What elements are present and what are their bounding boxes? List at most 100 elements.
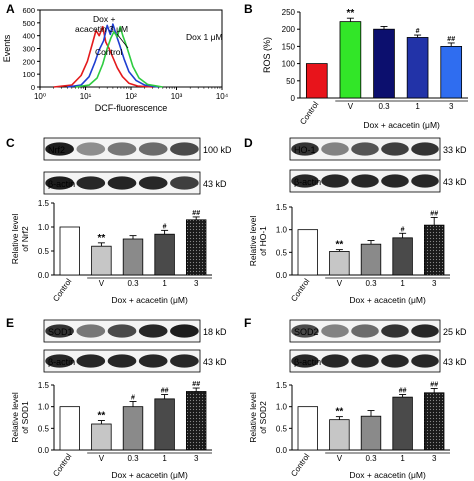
ylabel: Relative levelof SOD2: [248, 392, 268, 443]
bar: [305, 63, 328, 99]
panel-c-chart: 0.0 0.5 1.0 1.5 Control ** V 0.3 #1 ## 3 Dox + acac…: [10, 199, 212, 305]
xlabel: Dox + acacetin (μM): [111, 295, 188, 305]
blot-band: [76, 324, 106, 338]
ytick-label: 1.5: [38, 381, 50, 390]
blot-band: [138, 176, 168, 190]
ytick-label: 100: [282, 60, 296, 69]
significance-mark: **: [98, 411, 106, 422]
panel-a-annotation-dox1: Dox 1 μM: [186, 32, 223, 42]
blot-label: β-actin: [294, 177, 321, 187]
category-label: 0.3: [127, 279, 139, 288]
ylabel: Relative levelof HO-1: [248, 216, 268, 267]
blot-band: [411, 324, 439, 338]
category-label: 3: [432, 454, 437, 463]
bar: [297, 229, 318, 276]
bar: [91, 423, 112, 451]
significance-mark: ##: [161, 388, 169, 395]
bar: [297, 406, 318, 451]
blot-band: [291, 324, 319, 338]
bar: [154, 233, 175, 276]
blot-band: [107, 324, 137, 338]
blot-band: [107, 142, 137, 156]
blot-band: [381, 174, 409, 188]
blot-kd-label: 100 kD: [203, 145, 232, 155]
panel-a-letter: A: [6, 2, 15, 16]
bar: [329, 419, 350, 451]
panel-a-ylabel: Events: [2, 34, 12, 62]
panel-a-ytick-label: 400: [22, 32, 35, 41]
panel-a-ytick-label: 100: [22, 70, 35, 79]
panel-a-xtick-label: 10⁴: [216, 92, 229, 101]
blot-band: [170, 142, 199, 156]
category-label: 0.3: [365, 454, 377, 463]
panel-a-annotation-acacetin: acacetin 3 μM: [75, 24, 128, 34]
significance-mark: #: [401, 226, 405, 233]
ytick-label: 200: [282, 25, 296, 34]
blot-label: SOD1: [48, 327, 73, 337]
blot-kd-label: 43 kD: [203, 179, 227, 189]
panel-a-ytick-label: 600: [22, 6, 35, 15]
panel-a-xtick-label: 10²: [125, 92, 137, 101]
blot-band: [170, 176, 199, 190]
blot-band: [76, 354, 106, 368]
blot-band: [76, 176, 106, 190]
category-label: Control: [289, 452, 311, 478]
category-label: Control: [51, 452, 73, 478]
panel-f-chart: 0.0 0.5 1.0 1.5 Control ** V 0.3 ## 1 ## 3 Dox + aca…: [248, 381, 450, 480]
ylabel: Relative levelof Nrf2: [10, 214, 30, 265]
panel-e-blot: E SOD1 18 kD β-actin 43 kD: [6, 316, 227, 373]
bar: [122, 406, 144, 451]
category-label: V: [99, 454, 105, 463]
significance-mark: #: [416, 28, 420, 35]
blot-band: [381, 354, 409, 368]
bar: [406, 37, 429, 99]
significance-mark: ##: [192, 210, 200, 217]
ylabel: ROS (%): [262, 37, 272, 73]
bar: [91, 245, 112, 276]
blot-band: [411, 142, 439, 156]
blot-label: SOD2: [294, 327, 319, 337]
significance-mark: ##: [430, 381, 438, 388]
blot-kd-label: 43 kD: [203, 357, 227, 367]
blot-band: [138, 354, 168, 368]
bar: [440, 46, 463, 99]
bar: [186, 391, 207, 451]
blot-band: [321, 174, 349, 188]
category-label: V: [99, 279, 105, 288]
blot-band: [291, 354, 319, 368]
bar: [329, 251, 350, 276]
panel-a-series-line: [67, 23, 159, 88]
bar: [186, 219, 207, 276]
significance-mark: **: [336, 240, 344, 251]
blot-band: [107, 354, 137, 368]
significance-mark: ##: [399, 388, 407, 395]
blot-label: β-actin: [48, 357, 75, 367]
xlabel: Dox + acacetin (μM): [363, 120, 440, 130]
blot-band: [107, 176, 137, 190]
bar: [339, 21, 362, 99]
ytick-label: 0.5: [38, 247, 50, 256]
panel-letter: C: [6, 136, 15, 150]
category-label: V: [337, 279, 343, 288]
category-label: 1: [162, 454, 167, 463]
ytick-label: 150: [282, 42, 296, 51]
blot-band: [351, 142, 379, 156]
ytick-label: 1.0: [38, 403, 50, 412]
blot-band: [45, 354, 74, 368]
category-label: 0.3: [365, 279, 377, 288]
blot-band: [411, 174, 439, 188]
panel-d-chart: 0.0 0.5 1.0 1.5 Control ** V 0.3 #1 ## 3 Dox + acac…: [248, 203, 450, 305]
bar: [122, 238, 144, 276]
panel-a-annotation-control: Control: [95, 47, 123, 57]
blot-band: [170, 324, 199, 338]
significance-mark: **: [336, 407, 344, 418]
blot-kd-label: 43 kD: [443, 177, 467, 187]
panel-a: A 0 100 200 300 400 500 600 10⁰ 10¹ 10² 10³ 10⁴ DCF-f…: [2, 2, 229, 113]
panel-a-xtick-label: 10³: [171, 92, 183, 101]
panel-a-ytick-label: 0: [31, 83, 35, 92]
ytick-label: 1.0: [276, 403, 288, 412]
ytick-label: 1.0: [276, 226, 288, 235]
ytick-label: 1.5: [38, 199, 50, 208]
panel-b-letter: B: [244, 2, 253, 16]
